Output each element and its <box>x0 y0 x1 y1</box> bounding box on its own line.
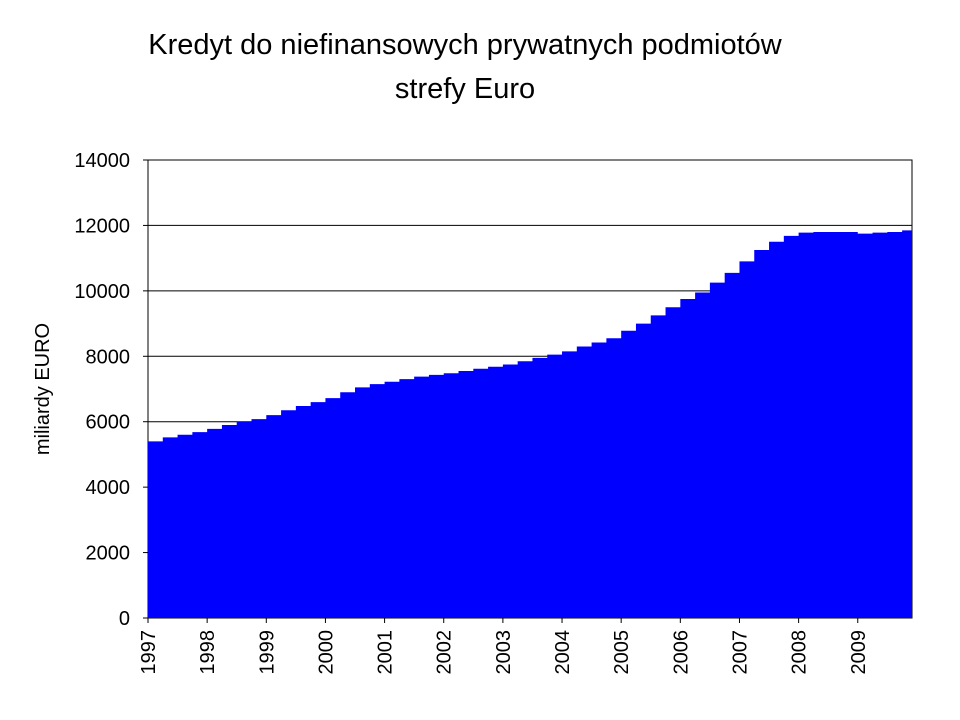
y-tick-label: 6000 <box>86 412 131 434</box>
x-tick-label: 2000 <box>315 630 337 675</box>
y-tick-label: 14000 <box>74 150 130 172</box>
y-tick-label: 0 <box>119 608 130 630</box>
y-tick-label: 4000 <box>86 477 131 499</box>
chart-title-line-2: strefy Euro <box>394 73 536 105</box>
x-tick-label: 2006 <box>670 630 692 675</box>
x-tick-label: 2001 <box>375 630 397 675</box>
series-area <box>148 224 912 618</box>
x-tick-label: 2005 <box>611 630 633 675</box>
x-tick-label: 1998 <box>197 630 219 675</box>
x-axis-ticks: 1997 1998 1999 2000 2001 2002 2003 2004 2005 2006… <box>138 618 870 675</box>
y-tick-label: 12000 <box>74 215 130 237</box>
y-tick-label: 10000 <box>74 281 130 303</box>
x-tick-label: 2009 <box>848 630 870 675</box>
x-tick-label: 1999 <box>256 630 278 675</box>
x-tick-label: 2007 <box>729 630 751 675</box>
x-tick-label: 2004 <box>552 630 574 675</box>
x-tick-label: 2003 <box>493 630 515 675</box>
x-tick-label: 1997 <box>138 630 160 675</box>
y-axis-ticks: 0 2000 4000 6000 8000 10000 12000 14000 <box>74 150 148 630</box>
x-tick-label: 2008 <box>789 630 811 675</box>
x-tick-label: 2002 <box>434 630 456 675</box>
y-axis-label: miliardy EURO <box>32 323 54 455</box>
y-tick-label: 8000 <box>86 346 131 368</box>
y-tick-label: 2000 <box>86 543 131 565</box>
chart-title-line-1: Kredyt do niefinansowych prywatnych podm… <box>148 29 782 61</box>
